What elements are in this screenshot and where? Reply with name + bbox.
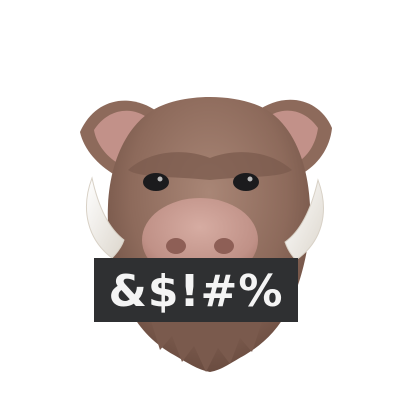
- right-eye: [233, 173, 259, 191]
- brow-ridge: [128, 152, 292, 180]
- right-eye-highlight: [247, 176, 253, 182]
- left-eye-highlight: [157, 176, 163, 182]
- left-ear: [80, 100, 158, 175]
- censor-text: &$!#%: [108, 266, 283, 317]
- left-eye: [143, 173, 169, 191]
- left-nostril: [166, 238, 186, 254]
- right-nostril: [214, 238, 234, 254]
- censor-bar: &$!#%: [94, 258, 298, 322]
- right-tusk: [284, 178, 324, 261]
- beard-fur: [150, 318, 262, 372]
- left-tusk: [85, 176, 125, 259]
